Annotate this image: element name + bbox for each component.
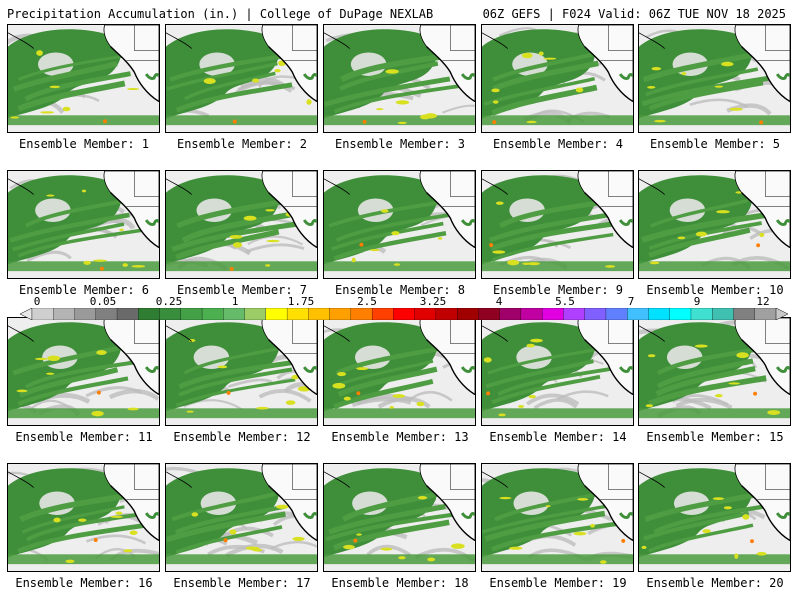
member-map-panel: [165, 24, 318, 133]
member-label: Ensemble Member: 8: [334, 283, 466, 297]
colorbar-swatch: [690, 308, 713, 320]
member-label: Ensemble Member: 7: [176, 283, 308, 297]
colorbar-tick-label: 0.25: [155, 295, 183, 308]
member-label: Ensemble Member: 18: [331, 576, 469, 590]
member-label: Ensemble Member: 11: [15, 430, 153, 444]
member-map-panel: [638, 170, 791, 279]
colorbar-swatch: [393, 308, 416, 320]
member-map-panel: [165, 317, 318, 426]
member-label: Ensemble Member: 3: [334, 137, 466, 151]
colorbar: 0 0.05 0.25 1 1.75 2.5 3.25 4 5.5 7 9 12: [0, 296, 800, 320]
member-label: Ensemble Member: 12: [173, 430, 311, 444]
colorbar-swatch: [74, 308, 97, 320]
member-label: Ensemble Member: 6: [18, 283, 150, 297]
colorbar-swatch: [201, 308, 224, 320]
colorbar-swatch: [605, 308, 628, 320]
colorbar-swatch: [53, 308, 75, 320]
member-label: Ensemble Member: 1: [18, 137, 150, 151]
colorbar-swatch: [31, 308, 54, 320]
member-label: Ensemble Member: 2: [176, 137, 308, 151]
colorbar-tick-label: 0.05: [89, 295, 117, 308]
colorbar-swatch: [712, 308, 734, 320]
colorbar-tick-label: 0: [33, 295, 41, 308]
member-label: Ensemble Member: 10: [646, 283, 784, 297]
colorbar-tick-label: 4: [495, 295, 503, 308]
colorbar-swatch: [116, 308, 139, 320]
colorbar-arrow-low: [20, 308, 33, 320]
colorbar-tick-label: 5.5: [555, 295, 575, 308]
colorbar-swatch: [371, 308, 394, 320]
member-map-panel: [323, 463, 476, 572]
colorbar-swatch: [414, 308, 437, 320]
colorbar-swatch: [265, 308, 288, 320]
colorbar-swatch: [669, 308, 692, 320]
member-map-panel: [638, 24, 791, 133]
colorbar-swatch: [95, 308, 118, 320]
member-map-panel: [481, 170, 634, 279]
colorbar-tick-label: 2.5: [357, 295, 377, 308]
colorbar-swatch: [180, 308, 203, 320]
member-label: Ensemble Member: 17: [173, 576, 311, 590]
member-map-panel: [7, 317, 160, 426]
member-map-panel: [7, 170, 160, 279]
member-map-panel: [481, 317, 634, 426]
colorbar-scale: [20, 308, 788, 320]
member-map-panel: [323, 24, 476, 133]
colorbar-swatch: [478, 308, 501, 320]
colorbar-arrow-high: [775, 308, 788, 320]
member-label: Ensemble Member: 14: [489, 430, 627, 444]
colorbar-swatch: [138, 308, 161, 320]
member-label: Ensemble Member: 5: [649, 137, 781, 151]
member-map-panel: [638, 463, 791, 572]
colorbar-swatch: [648, 308, 671, 320]
member-label: Ensemble Member: 4: [492, 137, 624, 151]
member-label: Ensemble Member: 13: [331, 430, 469, 444]
colorbar-tick-label: 1.75: [287, 295, 315, 308]
colorbar-swatch: [244, 308, 267, 320]
member-map-panel: [7, 24, 160, 133]
member-map-panel: [481, 463, 634, 572]
colorbar-swatch: [286, 308, 309, 320]
member-map-panel: [165, 463, 318, 572]
member-map-panel: [323, 317, 476, 426]
colorbar-swatch: [584, 308, 607, 320]
page-title: Precipitation Accumulation (in.) | Colle…: [7, 7, 434, 21]
colorbar-swatch: [308, 308, 331, 320]
colorbar-swatch: [329, 308, 352, 320]
colorbar-swatch: [520, 308, 543, 320]
member-label: Ensemble Member: 9: [492, 283, 624, 297]
member-label: Ensemble Member: 15: [646, 430, 784, 444]
colorbar-tick-label: 3.25: [419, 295, 447, 308]
colorbar-swatch: [159, 308, 182, 320]
colorbar-swatch: [563, 308, 586, 320]
colorbar-tick-label: 9: [693, 295, 701, 308]
colorbar-swatch: [350, 308, 373, 320]
member-label: Ensemble Member: 20: [646, 576, 784, 590]
member-label: Ensemble Member: 19: [489, 576, 627, 590]
colorbar-swatch: [223, 308, 246, 320]
colorbar-swatch: [542, 308, 564, 320]
run-info: 06Z GEFS | F024 Valid: 06Z TUE NOV 18 20…: [482, 7, 786, 21]
colorbar-swatch: [499, 308, 522, 320]
colorbar-swatch: [435, 308, 458, 320]
member-map-panel: [481, 24, 634, 133]
member-map-panel: [165, 170, 318, 279]
colorbar-tick-label: 7: [627, 295, 635, 308]
colorbar-swatch: [627, 308, 649, 320]
colorbar-tick-label: 1: [231, 295, 239, 308]
member-map-panel: [638, 317, 791, 426]
member-map-panel: [7, 463, 160, 572]
colorbar-tick-label: 12: [756, 295, 770, 308]
member-map-panel: [323, 170, 476, 279]
colorbar-swatch: [754, 308, 777, 320]
member-label: Ensemble Member: 16: [15, 576, 153, 590]
colorbar-swatch: [733, 308, 756, 320]
colorbar-swatch: [456, 308, 479, 320]
